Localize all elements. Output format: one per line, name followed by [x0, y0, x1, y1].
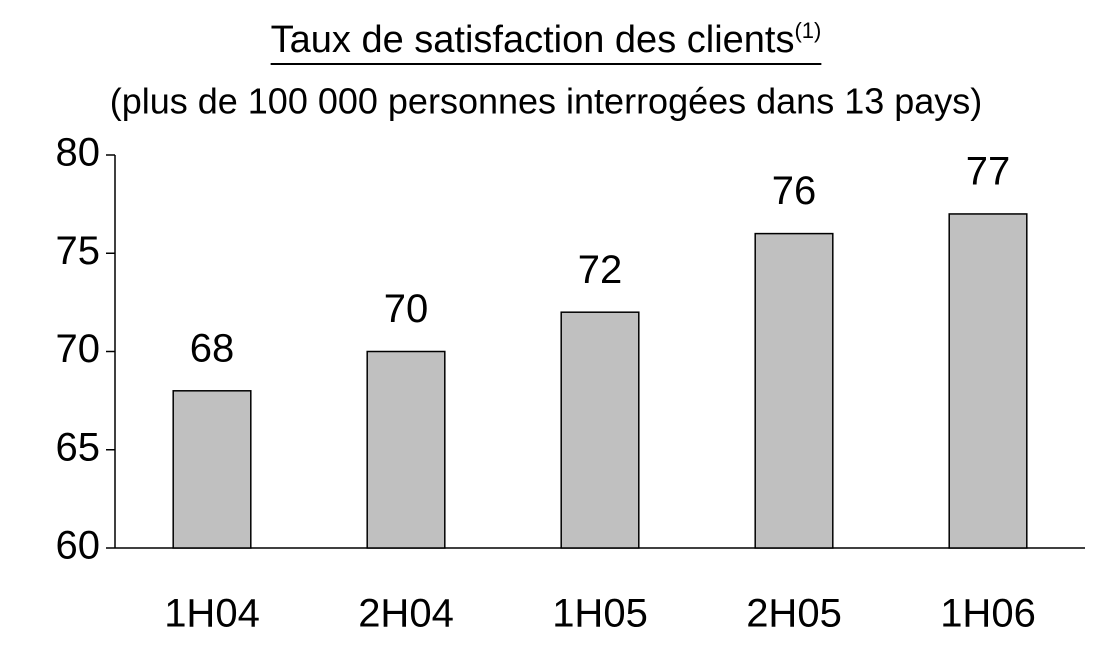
value-label: 76 — [772, 169, 817, 213]
x-tick-label: 1H04 — [164, 592, 260, 636]
y-tick-label: 65 — [56, 425, 101, 469]
value-label: 70 — [384, 287, 429, 331]
value-label: 77 — [966, 150, 1011, 194]
bar — [366, 350, 446, 549]
x-tick-label: 2H04 — [358, 592, 454, 636]
chart-subtitle: (plus de 100 000 personnes interrogées d… — [110, 81, 983, 122]
y-tick-label: 60 — [56, 524, 101, 568]
x-tick-label: 1H06 — [940, 592, 1036, 636]
bar — [560, 311, 640, 549]
y-tick-label: 70 — [56, 327, 101, 371]
value-label: 68 — [190, 326, 235, 370]
bar — [948, 213, 1028, 549]
x-tick-label: 2H05 — [746, 592, 842, 636]
y-tick-label: 75 — [56, 229, 101, 273]
x-tick-label: 1H05 — [552, 592, 648, 636]
bar — [172, 390, 252, 549]
bar — [754, 232, 834, 549]
chart-title: Taux de satisfaction des clients(1) — [271, 18, 822, 61]
y-tick-label: 80 — [56, 131, 101, 175]
chart-title-note: (1) — [794, 18, 821, 43]
chart-title-text: Taux de satisfaction des clients — [271, 19, 795, 61]
value-label: 72 — [578, 248, 623, 292]
